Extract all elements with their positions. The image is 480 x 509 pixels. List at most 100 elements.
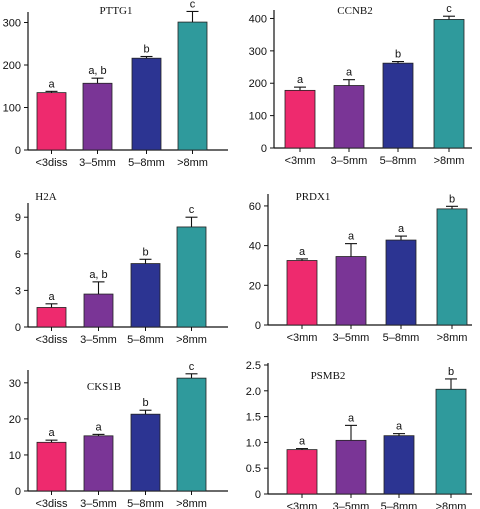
bar [383,435,415,495]
x-tick-label: 5–8mm [128,157,165,169]
panel-pttg1: PTTG1 0 100 200 300 <3diss a 3–5mm a, b 5–8mm b >8… [3,0,228,169]
x-tick-label: 5–8mm [127,334,164,346]
y-tick-label: 2.0 [246,386,261,398]
panel-cks1b: CKS1B 0 10 20 30 <3diss a 3–5mm a 5–8mm b >8mm c [9,361,228,509]
significance-label: a [396,421,403,433]
bar [36,92,67,151]
significance-label: a [297,74,304,86]
panel-title: H2A [35,191,56,203]
x-tick-label: <3mm [285,155,316,167]
significance-label: a [48,427,55,439]
panel-ccnb2: CCNB2 0 100 200 300 400 <3mm a 3–5mm a 5–8mm b >8mm… [249,3,472,167]
x-tick-label: >8mm [434,155,465,167]
panel-title: CKS1B [87,381,121,393]
x-tick-label: 5–8mm [381,501,418,509]
y-tick-label: 30 [9,378,21,390]
x-tick-label: >8mm [177,157,208,169]
x-tick-label: 3–5mm [80,334,117,346]
bar [436,208,468,326]
bar [335,256,367,326]
significance-label: b [395,49,401,61]
bar [130,263,161,328]
x-tick-label: >8mm [437,332,468,344]
x-tick-label: <3mm [287,501,318,509]
significance-label: b [449,193,455,205]
y-tick-label: 10 [9,450,21,462]
plot-area: 0 100 200 300 <3diss a 3–5mm a, b 5–8mm b >8mm c [3,0,228,169]
panel-h2a: H2A 0 3 6 9 <3diss a 3–5mm a, b 5–8mm b >8mm c [15,191,228,346]
y-tick-label: 300 [3,18,21,30]
bar [286,260,318,326]
y-tick-label: 200 [3,60,21,72]
plot-area: 0 0.5 1.0 1.5 2.0 2.5 <3mm a 3–5mm a 5–8mm a >8mm b [246,360,472,509]
plot-area: 0 20 40 60 <3mm a 3–5mm a 5–8mm a >8mm b [249,193,472,344]
bar [335,439,367,495]
significance-label: a [398,223,405,235]
bar [286,449,318,495]
bar [82,82,113,151]
y-tick-label: 200 [249,78,267,90]
y-tick-label: 0 [255,489,261,501]
panel-title: PSMB2 [311,370,346,382]
y-tick-label: 0 [255,320,261,332]
y-tick-label: 0 [15,322,21,334]
y-tick-label: 1.0 [246,437,261,449]
panel-psmb2: PSMB2 0 0.5 1.0 1.5 2.0 2.5 <3mm a 3–5mm a 5–8mm a >… [246,360,472,509]
bar [385,239,417,326]
x-tick-label: >8mm [176,498,207,509]
y-tick-label: 60 [249,201,261,213]
x-tick-label: <3diss [35,498,68,509]
bar [130,413,161,492]
y-tick-label: 3 [15,285,21,297]
bar [83,293,114,328]
x-tick-label: 5–8mm [380,155,417,167]
plot-area: 0 10 20 30 <3diss a 3–5mm a 5–8mm b >8mm c [9,361,228,509]
y-tick-label: 400 [249,13,267,25]
y-tick-label: 0 [15,145,21,157]
x-tick-label: 5–8mm [383,332,420,344]
significance-label: a [95,421,102,433]
y-tick-label: 100 [3,103,21,115]
y-tick-label: 300 [249,46,267,58]
bar [176,377,207,492]
y-tick-label: 0.5 [246,463,261,475]
significance-label: a [348,231,355,243]
panel-title: PTTG1 [100,5,133,17]
x-tick-label: <3diss [35,334,68,346]
bar [36,307,67,328]
panel-title: PRDX1 [296,191,331,203]
significance-label: b [142,397,148,409]
panel-title: CCNB2 [337,5,372,17]
bar [176,226,207,328]
significance-label: c [189,361,195,373]
x-tick-label: 3–5mm [333,332,370,344]
significance-label: c [189,204,195,216]
x-tick-label: 3–5mm [331,155,368,167]
x-tick-label: 5–8mm [127,498,164,509]
bar [284,89,316,149]
bar [177,21,208,151]
x-tick-label: >8mm [436,501,467,509]
y-tick-label: 20 [9,414,21,426]
y-tick-label: 1.5 [246,412,261,424]
significance-label: a [299,436,306,448]
y-tick-label: 100 [249,111,267,123]
significance-label: a, b [89,269,107,281]
significance-label: a [299,246,306,258]
x-tick-label: 3–5mm [79,157,116,169]
bar [131,57,162,151]
significance-label: b [448,366,454,378]
bar [36,441,67,492]
y-tick-label: 6 [15,249,21,261]
plot-area: 0 3 6 9 <3diss a 3–5mm a, b 5–8mm b >8mm c [15,203,228,346]
y-tick-label: 2.5 [246,360,261,372]
bar [433,19,465,149]
x-tick-label: <3diss [35,157,68,169]
significance-label: c [446,3,452,15]
x-tick-label: 3–5mm [333,501,370,509]
x-tick-label: >8mm [176,334,207,346]
significance-label: a, b [88,65,106,77]
plot-area: 0 100 200 300 400 <3mm a 3–5mm a 5–8mm b >8mm c [249,3,472,167]
significance-label: b [143,44,149,56]
